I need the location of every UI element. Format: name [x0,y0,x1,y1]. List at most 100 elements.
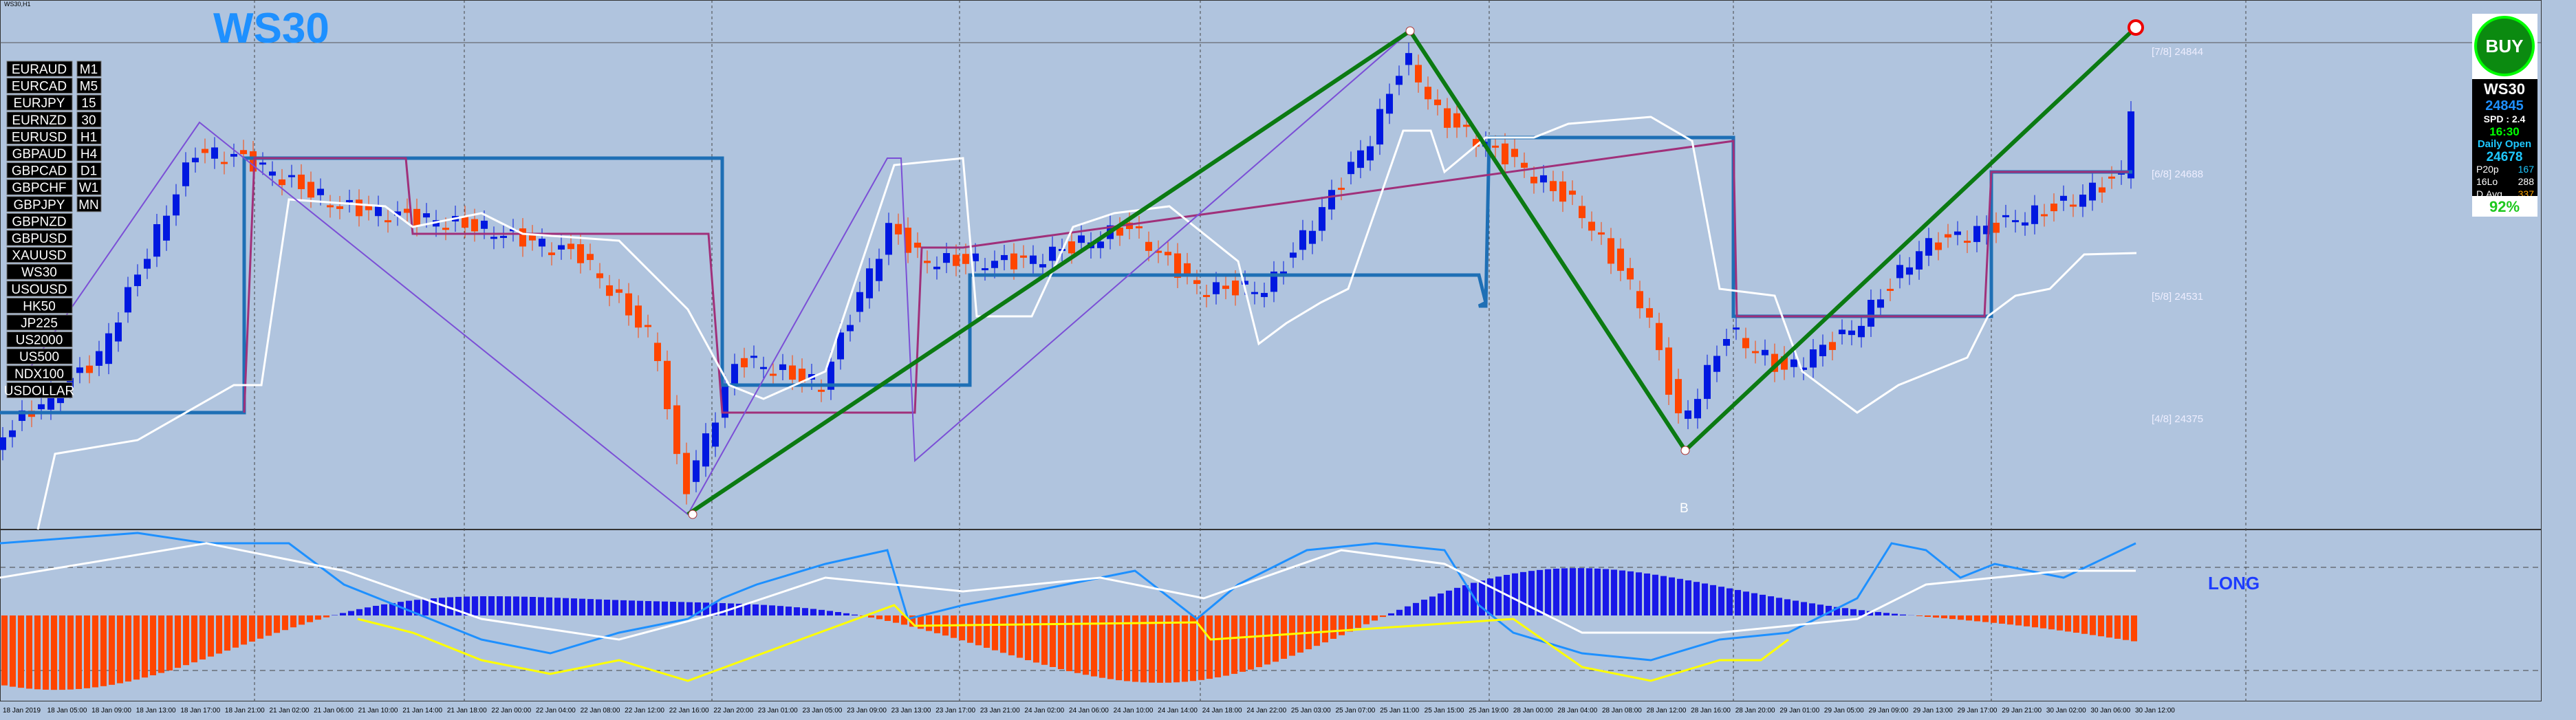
pivot-label: B [1680,501,1689,516]
timeframe-button[interactable] [76,94,102,111]
symbol-button[interactable] [6,314,73,331]
symbol-name[interactable]: GBPNZD [12,215,66,229]
symbol-name[interactable]: GBPUSD [12,232,67,246]
symbol-button[interactable] [6,94,73,111]
histogram-bar [719,603,726,615]
symbol-name[interactable]: US500 [19,350,59,364]
histogram-bar [1933,615,1939,618]
level-label: [7/8] 24844 [2152,46,2203,58]
level-label: [5/8] 24531 [2152,291,2203,303]
candle-body [57,395,64,404]
symbol-button[interactable] [6,365,73,382]
symbol-button[interactable] [6,281,73,297]
symbol-name[interactable]: US2000 [16,334,63,348]
candle-body [1473,139,1480,147]
symbol-name[interactable]: GBPCAD [12,164,67,179]
symbol-button[interactable] [6,162,73,179]
timeframe[interactable]: W1 [79,181,99,195]
histogram-bar [2123,615,2129,640]
timeframe[interactable]: D1 [80,164,97,179]
timeframe-button[interactable] [76,128,102,144]
timeframe-button[interactable] [76,61,102,77]
time-label: 28 Jan 00:00 [1513,707,1553,714]
symbol-button[interactable] [6,196,73,212]
timeframe-button[interactable] [76,111,102,128]
symbol-button[interactable] [6,263,73,280]
panel-percent: 92% [2489,198,2520,215]
symbol-name[interactable]: EURNZD [12,113,66,128]
symbol-button[interactable] [6,179,73,195]
candle-body [1174,253,1181,279]
symbol-name[interactable]: GBPJPY [14,198,65,212]
symbol-name[interactable]: HK50 [23,299,56,314]
candle-body [1357,150,1364,168]
panel-daily-open: 24678 [2487,150,2523,164]
symbol-name[interactable]: USDOLLAR [4,384,74,398]
symbol-name[interactable]: GBPCHF [12,181,66,195]
candle-body [1694,399,1701,419]
buy-button-label[interactable]: BUY [2486,36,2524,56]
histogram-bar [587,599,594,615]
symbol-name[interactable]: EURAUD [12,63,67,77]
level-label: [4/8] 24375 [2152,413,2203,425]
time-label: 23 Jan 21:00 [980,707,1020,714]
timeframe[interactable]: MN [78,198,99,212]
timeframe[interactable]: M5 [80,80,98,94]
time-label: 22 Jan 16:00 [669,707,709,714]
symbol-name[interactable]: EURJPY [14,96,65,111]
symbol-button[interactable] [6,348,73,364]
timeframe-button[interactable] [76,179,102,195]
timeframe[interactable]: 30 [81,113,96,128]
symbol-name[interactable]: WS30 [21,265,57,280]
histogram-bar [1281,615,1287,659]
histogram-bar [1793,600,1799,615]
candle-body [1097,241,1104,248]
histogram-bar [398,602,404,615]
candle-body [1328,190,1335,210]
timeframe[interactable]: 15 [81,96,96,111]
timeframe[interactable]: M1 [80,63,98,77]
timeframe-button[interactable] [76,145,102,162]
timeframe-button[interactable] [76,196,102,212]
symbol-name[interactable]: GBPAUD [12,147,67,162]
histogram-bar [2081,615,2088,634]
buy-button[interactable] [2474,16,2535,76]
time-label: 21 Jan 06:00 [314,707,354,714]
symbol-name[interactable]: EURUSD [12,130,67,144]
symbol-name[interactable]: XAUUSD [12,249,66,263]
candle-body [1771,353,1778,372]
time-label: 23 Jan 09:00 [847,707,887,714]
symbol-button[interactable] [6,331,73,348]
candle-body [519,228,526,247]
symbol-button[interactable] [6,247,73,263]
symbol-button[interactable] [6,230,73,246]
histogram-bar [356,609,362,615]
symbol-name[interactable]: JP225 [21,316,58,331]
timeframe[interactable]: H1 [80,130,97,144]
histogram-bar [604,600,610,615]
symbol-name[interactable]: USOUSD [11,283,67,297]
symbol-name[interactable]: EURCAD [12,80,67,94]
symbol-button[interactable] [6,111,73,128]
symbol-button[interactable] [6,128,73,144]
candle-body [442,228,449,230]
histogram-bar [1363,615,1370,624]
histogram-bar [389,602,396,615]
histogram-bar [2048,615,2055,630]
candle-body [307,182,314,198]
symbol-button[interactable] [6,61,73,77]
histogram-bar [1289,615,1295,656]
timeframe-button[interactable] [76,162,102,179]
timeframe-button[interactable] [76,78,102,94]
symbol-name[interactable]: NDX100 [14,367,64,382]
symbol-button[interactable] [6,297,73,314]
symbol-button[interactable] [6,145,73,162]
candle-body [1656,323,1663,351]
timeframe[interactable]: H4 [80,147,98,162]
histogram-bar [1033,615,1039,663]
symbol-button[interactable] [6,382,73,398]
candle-body [779,364,786,371]
histogram-bar [612,600,618,615]
symbol-button[interactable] [6,212,73,229]
symbol-button[interactable] [6,78,73,94]
